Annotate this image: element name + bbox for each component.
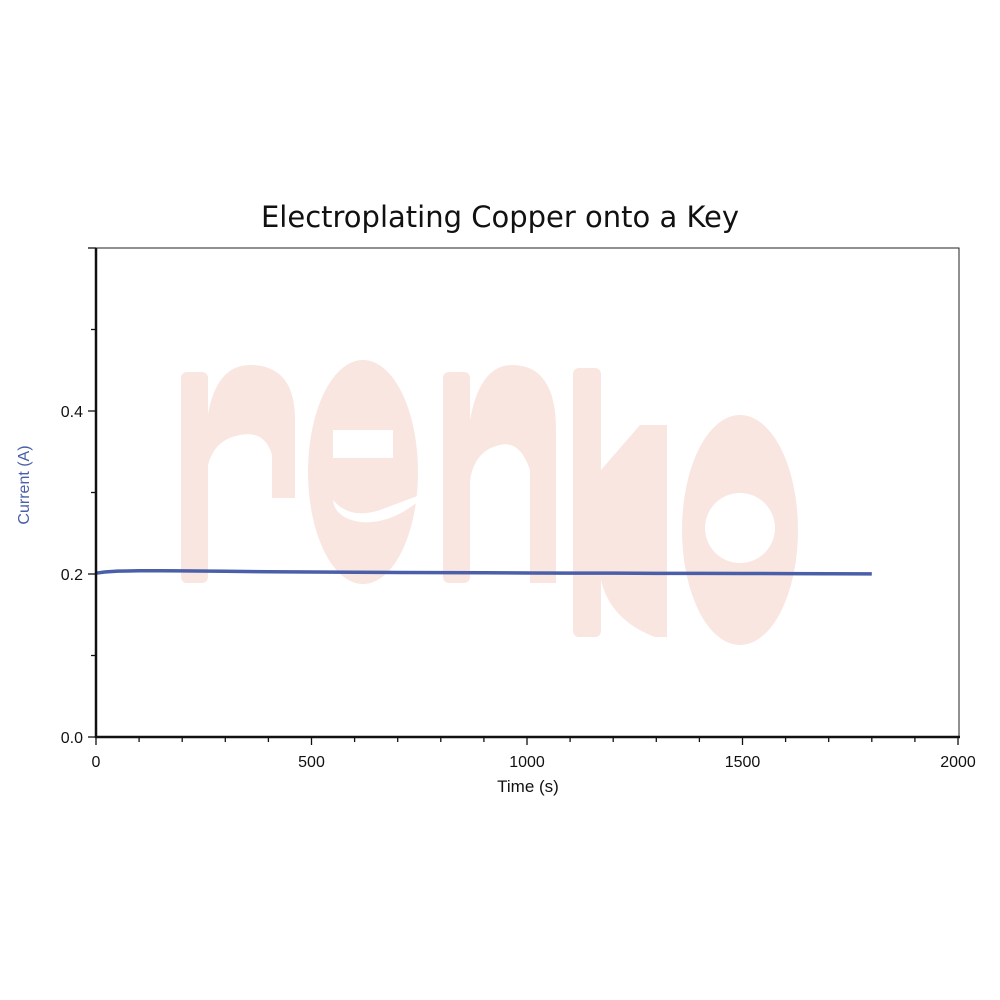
y-tick-label: 0.2 xyxy=(61,567,83,584)
watermark-holes xyxy=(333,430,775,563)
series-line xyxy=(95,568,872,576)
x-tick-label: 2000 xyxy=(940,754,976,771)
x-tick-label: 1000 xyxy=(509,754,545,771)
chart-title: Electroplating Copper onto a Key xyxy=(260,200,740,234)
y-tick-label: 0.0 xyxy=(61,730,83,747)
plot-frame xyxy=(95,247,960,738)
x-tick-label: 0 xyxy=(92,754,101,771)
y-tick-label: 0.4 xyxy=(61,404,83,421)
y-axis-label: Current (A) xyxy=(16,445,33,524)
x-axis-label: Time (s) xyxy=(497,777,559,796)
watermark-logo xyxy=(181,360,798,645)
x-tick-label: 1500 xyxy=(725,754,761,771)
x-tick-label: 500 xyxy=(298,754,325,771)
